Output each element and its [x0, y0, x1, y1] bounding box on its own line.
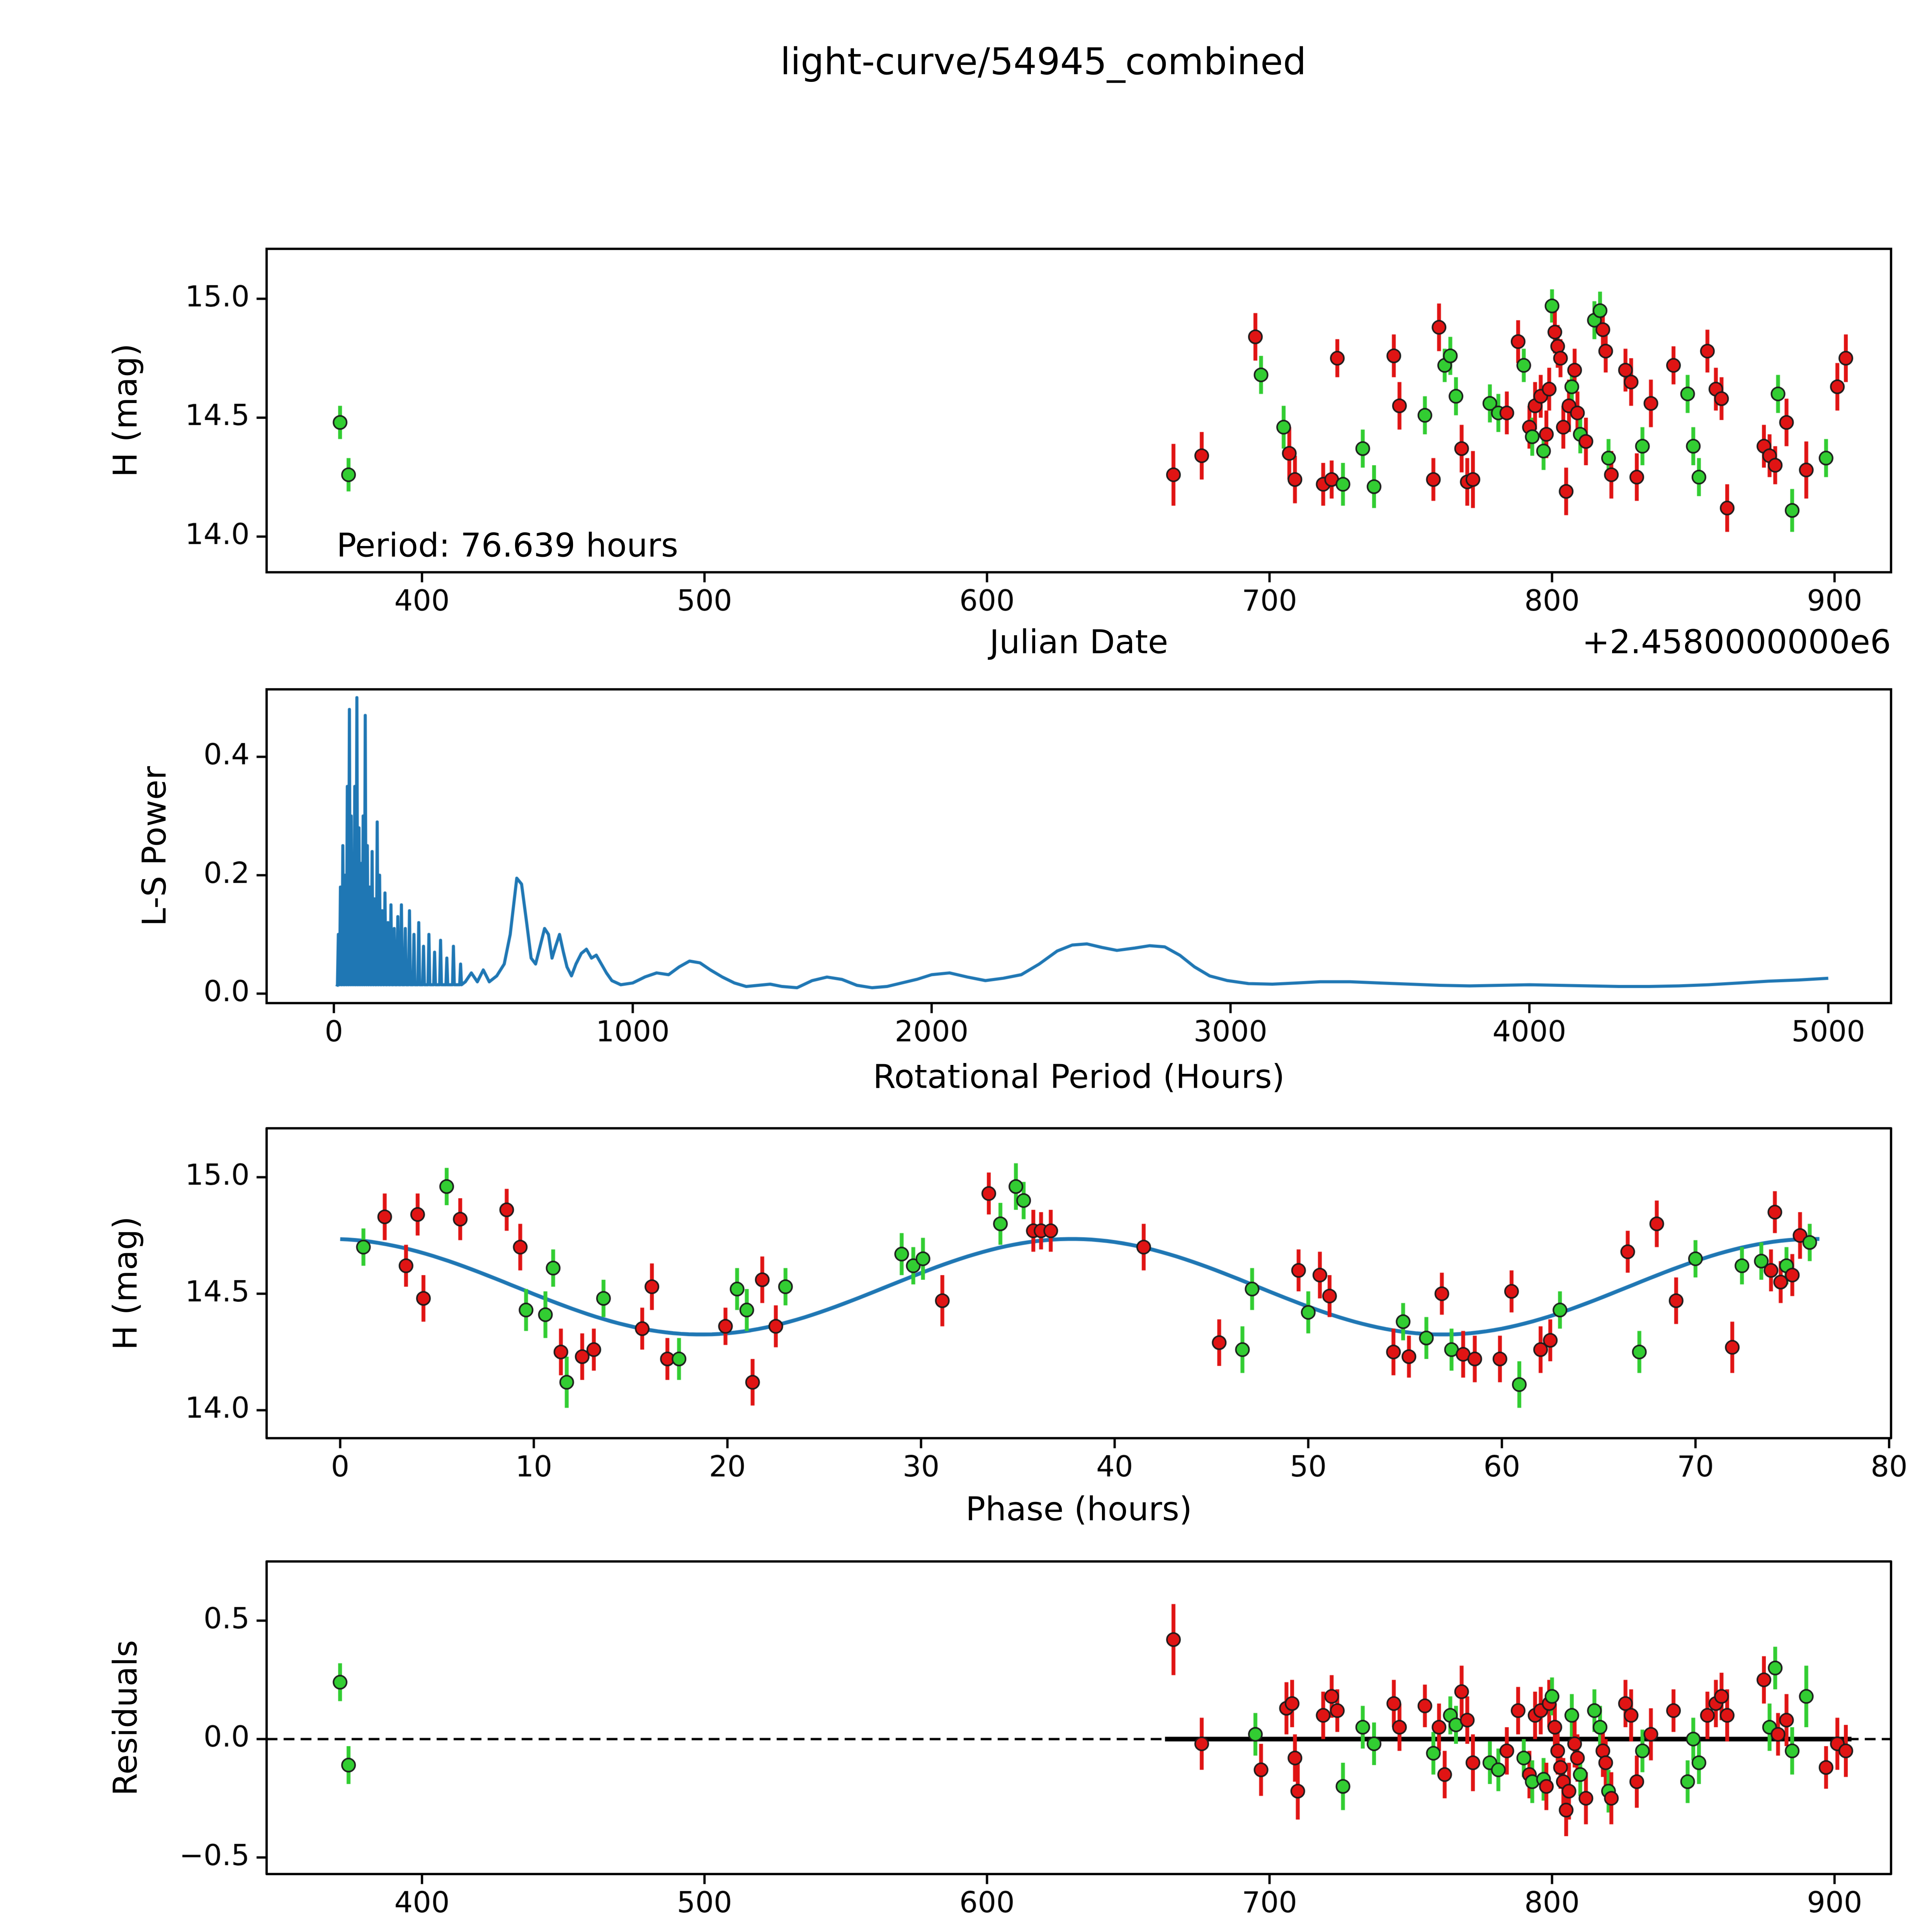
- panel3-y-axis-label: H (mag): [106, 1216, 145, 1350]
- panel4-y-axis-label: Residuals: [106, 1640, 145, 1796]
- figure-title: light-curve/54945_combined: [780, 41, 1306, 83]
- period-annotation: Period: 76.639 hours: [337, 526, 679, 565]
- panel1-x-axis-offset-label: +2.4580000000e6: [1582, 623, 1891, 662]
- panel1-x-axis-label: Julian Date: [989, 623, 1168, 662]
- panel2-x-axis-label: Rotational Period (Hours): [873, 1058, 1285, 1096]
- panel4-x-axis-label: Julian Date: [990, 1929, 1168, 1932]
- panel1-y-axis-label: H (mag): [106, 343, 145, 478]
- panel3-x-axis-label: Phase (hours): [965, 1490, 1192, 1529]
- panel2-y-axis-label: L-S Power: [135, 766, 174, 927]
- panel4-x-axis-offset-label: +2.4580000000e6: [1582, 1929, 1891, 1932]
